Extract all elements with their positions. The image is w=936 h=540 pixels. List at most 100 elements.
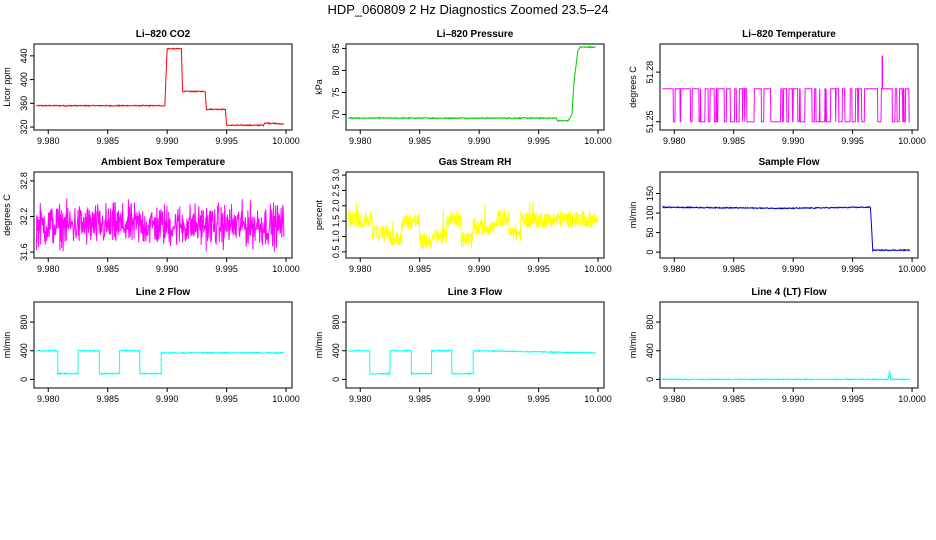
y-axis-label: percent xyxy=(314,199,324,230)
y-tick-label: 50 xyxy=(645,228,655,238)
y-tick-label: 800 xyxy=(19,315,29,330)
plot-frame xyxy=(345,43,605,131)
x-tick-label: 9.995 xyxy=(527,264,550,274)
x-tick-label: 9.985 xyxy=(96,136,119,146)
plot-frame xyxy=(345,301,605,389)
x-tick-label: 9.995 xyxy=(841,136,864,146)
x-tick-label: 9.995 xyxy=(215,264,238,274)
y-axis-label: ml/min xyxy=(2,332,12,359)
x-tick-label: 9.990 xyxy=(782,394,805,404)
panel-9: Line 4 (LT) Flow 9.980 9.985 9.990 9.995 10.0… xyxy=(628,287,926,404)
x-tick-label: 10.000 xyxy=(272,394,300,404)
figure-title: HDP_060809 2 Hz Diagnostics Zoomed 23.5–… xyxy=(327,2,609,17)
y-tick-label: 32.2 xyxy=(19,208,29,226)
x-tick-label: 9.995 xyxy=(841,394,864,404)
y-axis-label: kPa xyxy=(314,79,324,95)
x-tick-label: 9.980 xyxy=(37,264,60,274)
x-tick-label: 9.990 xyxy=(156,394,179,404)
x-tick-label: 9.990 xyxy=(468,136,491,146)
y-tick-label: 0 xyxy=(331,377,341,382)
x-tick-label: 9.980 xyxy=(349,136,372,146)
x-tick-label: 9.980 xyxy=(349,264,372,274)
panel-title: Gas Stream RH xyxy=(439,157,512,168)
panel-3: Li–820 Temperature 9.980 9.985 9.990 9.995 10… xyxy=(628,29,926,146)
y-tick-label: 0 xyxy=(19,377,29,382)
y-tick-label: 320 xyxy=(19,120,29,135)
x-tick-label: 9.990 xyxy=(782,136,805,146)
x-tick-label: 9.980 xyxy=(37,136,60,146)
x-tick-label: 9.980 xyxy=(663,136,686,146)
y-tick-label: 2.5 xyxy=(331,184,341,197)
x-tick-label: 10.000 xyxy=(584,394,612,404)
y-tick-label: 2.0 xyxy=(331,200,341,213)
plot-frame xyxy=(345,171,605,259)
y-axis-label: degrees C xyxy=(628,66,638,108)
y-tick-label: 150 xyxy=(645,186,655,201)
x-tick-label: 9.980 xyxy=(663,264,686,274)
panel-title: Li–820 Temperature xyxy=(742,29,836,40)
y-tick-label: 51.25 xyxy=(645,110,655,133)
y-axis-label: ml/min xyxy=(314,332,324,359)
x-tick-label: 9.985 xyxy=(96,264,119,274)
panel-title: Li–820 Pressure xyxy=(437,29,514,40)
x-tick-label: 9.990 xyxy=(468,264,491,274)
plot-frame xyxy=(659,171,919,259)
y-tick-label: 100 xyxy=(645,206,655,221)
panel-title: Line 2 Flow xyxy=(136,287,191,298)
y-tick-label: 85 xyxy=(331,43,341,53)
x-tick-label: 9.985 xyxy=(722,264,745,274)
x-tick-label: 9.995 xyxy=(527,394,550,404)
y-tick-label: 800 xyxy=(331,315,341,330)
y-tick-label: 360 xyxy=(19,96,29,111)
x-tick-label: 9.995 xyxy=(215,394,238,404)
plot-frame xyxy=(33,171,293,259)
y-axis-label: Licor ppm xyxy=(2,67,12,107)
panel-2: Li–820 Pressure 9.980 9.985 9.990 9.995 10.00… xyxy=(314,29,612,146)
series-line xyxy=(661,370,911,382)
x-tick-label: 9.995 xyxy=(527,136,550,146)
y-tick-label: 3.0 xyxy=(331,169,341,182)
panel-5: Gas Stream RH 9.980 9.985 9.990 9.995 10.000 0… xyxy=(314,157,612,274)
y-tick-label: 80 xyxy=(331,65,341,75)
series-line xyxy=(347,201,599,250)
x-tick-label: 10.000 xyxy=(272,136,300,146)
plot-frame xyxy=(33,301,293,389)
x-tick-label: 10.000 xyxy=(584,264,612,274)
y-tick-label: 400 xyxy=(331,343,341,358)
x-tick-label: 10.000 xyxy=(272,264,300,274)
x-tick-label: 9.980 xyxy=(663,394,686,404)
x-tick-label: 9.990 xyxy=(156,136,179,146)
x-tick-label: 9.980 xyxy=(37,394,60,404)
y-tick-label: 800 xyxy=(645,315,655,330)
plot-frame xyxy=(659,43,919,131)
panel-7: Line 2 Flow 9.980 9.985 9.990 9.995 10.000 0 40… xyxy=(2,287,300,404)
plot-frame xyxy=(33,43,293,131)
x-tick-label: 9.985 xyxy=(722,394,745,404)
series-line xyxy=(662,205,911,253)
y-tick-label: 1.0 xyxy=(331,230,341,243)
series-line xyxy=(348,45,596,122)
y-tick-label: 0.5 xyxy=(331,246,341,259)
y-tick-label: 400 xyxy=(645,343,655,358)
y-tick-label: 0 xyxy=(645,250,655,255)
x-tick-label: 9.990 xyxy=(468,394,491,404)
y-tick-label: 75 xyxy=(331,88,341,98)
y-tick-label: 51.28 xyxy=(645,61,655,84)
x-tick-label: 9.985 xyxy=(722,136,745,146)
x-tick-label: 10.000 xyxy=(584,136,612,146)
panel-6: Sample Flow 9.980 9.985 9.990 9.995 10.000 0 50… xyxy=(628,157,926,274)
y-tick-label: 0 xyxy=(645,377,655,382)
y-tick-label: 440 xyxy=(19,48,29,63)
x-tick-label: 9.995 xyxy=(215,136,238,146)
y-axis-label: ml/min xyxy=(628,332,638,359)
y-axis-label: degrees C xyxy=(2,194,12,236)
panel-title: Li–820 CO2 xyxy=(136,29,191,40)
x-tick-label: 9.985 xyxy=(408,264,431,274)
panel-4: Ambient Box Temperature 9.980 9.985 9.990 9.… xyxy=(2,157,300,274)
series-line xyxy=(662,55,910,123)
x-tick-label: 9.985 xyxy=(408,136,431,146)
x-tick-label: 9.990 xyxy=(156,264,179,274)
panel-title: Line 4 (LT) Flow xyxy=(751,287,827,298)
x-tick-label: 10.000 xyxy=(898,136,926,146)
